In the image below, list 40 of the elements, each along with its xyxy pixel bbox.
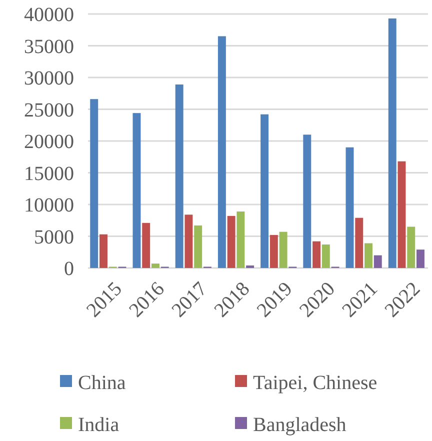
bar (151, 264, 160, 268)
bar (236, 211, 245, 268)
bar (388, 18, 396, 268)
x-tick-label: 2021 (338, 278, 382, 322)
bar (279, 232, 288, 268)
bar (175, 84, 184, 268)
bar (374, 255, 382, 268)
y-tick-label: 30000 (24, 68, 74, 90)
y-tick-label: 0 (64, 258, 74, 280)
bar (132, 113, 141, 268)
y-tick-label: 25000 (24, 99, 74, 122)
legend-label: Taipei, Chinese (253, 372, 378, 394)
bar (100, 234, 108, 268)
bar (194, 225, 202, 268)
bar (416, 250, 424, 268)
bar (303, 134, 312, 268)
bar (227, 216, 236, 268)
y-tick-label: 15000 (24, 162, 74, 185)
y-tick-label: 5000 (34, 226, 74, 248)
legend-label: India (78, 414, 120, 436)
bar (142, 222, 150, 268)
y-tick-label: 20000 (24, 131, 74, 153)
bar (184, 214, 193, 268)
bar (398, 161, 406, 268)
bar (407, 226, 416, 268)
bar (322, 244, 330, 268)
legend-label: Bangladesh (253, 414, 346, 436)
bar (364, 243, 372, 268)
bar (246, 265, 254, 268)
y-tick-label: 40000 (24, 4, 74, 26)
bar (346, 147, 354, 268)
bar (90, 99, 98, 268)
y-tick-label: 10000 (24, 194, 74, 216)
legend-label: China (78, 372, 126, 394)
bar (312, 241, 321, 268)
bar (260, 114, 269, 268)
bar (355, 218, 364, 268)
bar (218, 36, 226, 268)
bar (270, 234, 278, 268)
y-tick-label: 35000 (24, 36, 74, 58)
